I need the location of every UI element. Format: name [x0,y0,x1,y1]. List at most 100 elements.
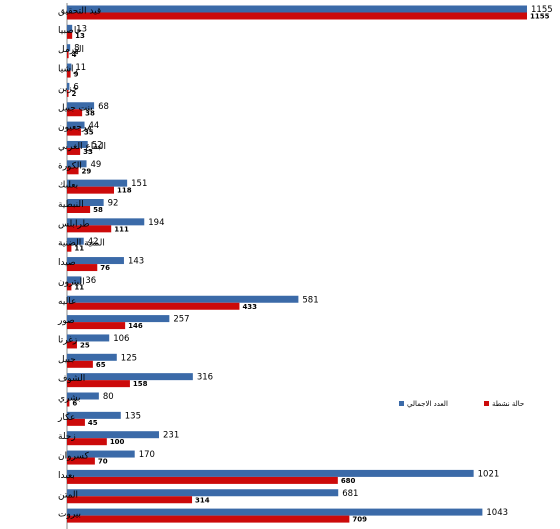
bar-total [67,160,87,168]
data-label-total: 170 [139,450,155,460]
bars-group [67,5,527,523]
bar-active [67,476,338,484]
bar-active [67,264,98,272]
legend-swatch-total [399,401,404,406]
data-label-total: 52 [92,140,103,150]
data-label-active: 70 [98,458,108,466]
bar-total [67,411,121,419]
bar-active [67,244,72,252]
data-label-active: 2 [72,90,77,98]
category-label: جبيل [58,355,76,365]
category-label: بشري [58,394,81,404]
bar-total [67,450,135,458]
data-label-active: 100 [110,438,125,446]
category-label: المتن [58,490,78,500]
data-label-total: 151 [131,179,147,189]
category-label: صور [57,316,75,326]
bar-total [67,218,145,226]
category-label: حاصبيا [58,26,82,36]
bar-active [67,457,95,465]
category-label: الهرمل [58,45,84,55]
data-label-active: 433 [242,303,257,311]
data-label-active: 11 [74,283,84,291]
data-label-total: 80 [103,392,114,402]
data-label-active: 25 [80,341,90,349]
category-label: راشيا [58,65,78,75]
data-label-total: 42 [88,237,99,247]
data-label-active: 709 [352,516,367,524]
bar-active [67,89,69,97]
data-label-total: 1155 [531,5,553,15]
bar-total [67,508,483,516]
bar-total [67,431,159,439]
data-label-active: 13 [75,32,85,40]
bar-active [67,418,85,426]
data-label-active: 6 [72,400,77,408]
data-label-active: 158 [133,380,148,388]
data-label-active: 111 [114,225,129,233]
bar-active [67,31,73,39]
bar-active [67,302,240,310]
bar-total [67,392,99,400]
bar-active [67,438,107,446]
legend: العدد الاجمالي حالة نشطة [399,400,524,408]
bar-total [67,334,110,342]
data-label-active: 38 [85,109,95,117]
category-label: بنت جبيل [58,103,93,113]
data-label-total: 1043 [486,508,508,518]
bar-total [67,315,170,323]
bar-total [67,44,71,52]
data-label-total: 194 [148,218,164,228]
bar-active [67,360,93,368]
data-label-total: 125 [121,353,137,363]
bar-total [67,237,84,245]
data-label-active: 65 [96,361,106,369]
category-label: بعلبك [58,181,78,191]
data-label-active: 118 [117,187,132,195]
category-label: المنية الضنية [58,239,105,249]
category-label: النبطية [58,200,84,210]
data-label-active: 9 [74,71,79,79]
bar-active [67,147,81,155]
bar-total [67,257,124,265]
bar-active [67,70,71,78]
category-label: مرجعيون [58,123,92,133]
bar-total [67,102,95,110]
bar-total [67,489,339,497]
bar-active [67,225,112,233]
category-label: عكار [57,413,75,423]
data-label-active: 76 [100,264,110,272]
data-label-total: 257 [173,315,189,325]
data-label-active: 680 [341,477,356,485]
bar-active [67,186,114,194]
category-label: الكورة [58,161,82,171]
bar-total [67,199,104,206]
bar-active [67,12,527,20]
data-label-active: 146 [128,322,143,330]
category-label: بيروت [58,510,81,520]
bar-active [67,399,70,407]
bar-active [67,496,193,504]
data-label-active: 314 [195,496,210,504]
data-label-total: 49 [91,160,102,170]
category-label: البقاع الغربي [58,142,106,152]
bar-active [67,322,126,330]
bar-total [67,140,88,148]
legend-label-active: حالة نشطة [492,400,524,408]
bar-total [67,276,82,284]
category-label: قيد التحقيق [58,7,101,17]
data-label-active: 58 [93,206,103,214]
bar-total [67,63,72,71]
bar-total [67,353,117,361]
bar-active [67,380,130,388]
data-label-total: 143 [128,257,144,267]
bar-active [67,283,72,291]
data-label-total: 231 [163,431,179,441]
data-label-total: 1021 [478,469,500,479]
data-label-active: 33 [83,148,93,156]
data-label-active: 35 [84,129,94,137]
bar-total [67,121,85,129]
bar-active [67,515,350,523]
